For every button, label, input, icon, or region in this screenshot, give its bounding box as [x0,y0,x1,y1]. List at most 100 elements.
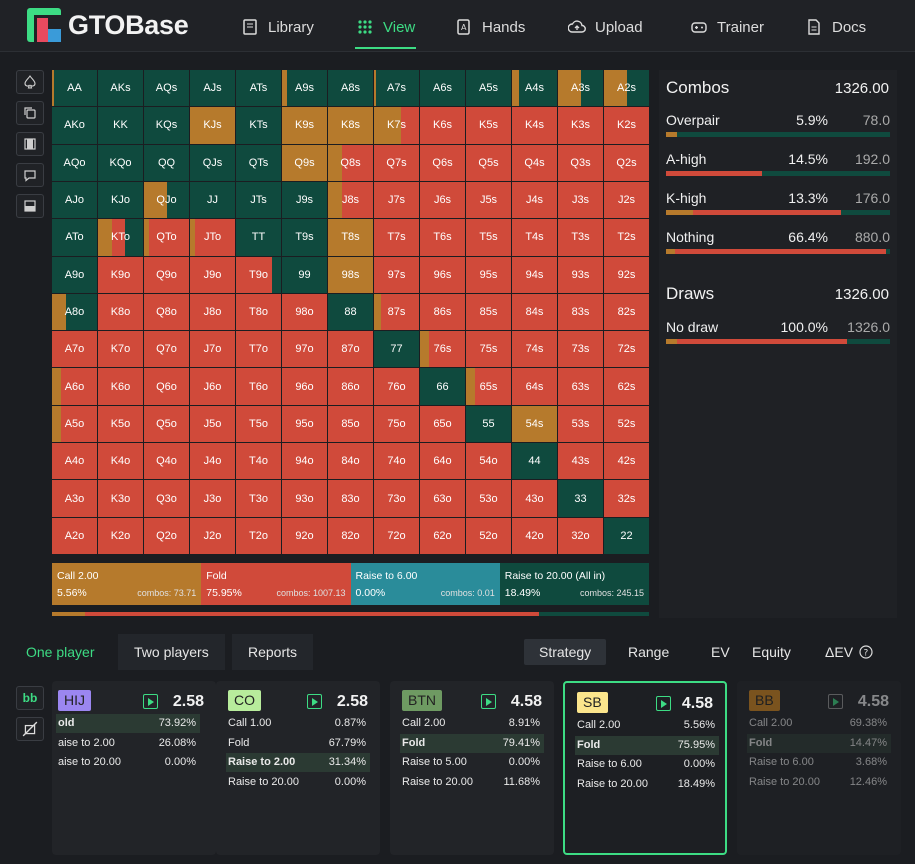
category-row[interactable]: K-high 13.3% 176.0 [666,190,890,220]
action-row[interactable]: Raise to 20.00 0.00% [226,773,370,792]
hand-cell-K8o[interactable]: K8o [98,293,143,331]
hand-cell-76o[interactable]: 76o [374,368,419,405]
hand-cell-K8s[interactable]: K8s [328,107,373,144]
hand-cell-J7o[interactable]: J7o [190,331,235,368]
hand-cell-QJo[interactable]: QJo [144,181,189,219]
hand-cell-43s[interactable]: 43s [558,443,603,480]
hand-cell-Q7s[interactable]: Q7s [374,144,419,181]
hand-cell-85s[interactable]: 85s [466,293,511,331]
hand-cell-75o[interactable]: 75o [374,405,419,443]
hand-cell-72s[interactable]: 72s [604,331,649,368]
hand-cell-J8s[interactable]: J8s [328,181,373,219]
hand-cell-77[interactable]: 77 [374,331,419,368]
nav-trainer[interactable]: Trainer [690,15,764,39]
hand-cell-J7s[interactable]: J7s [374,181,419,219]
hand-cell-TT[interactable]: TT [236,219,281,256]
hand-cell-T7o[interactable]: T7o [236,331,281,368]
action-row[interactable]: Fold 14.47% [747,733,891,753]
action-row[interactable]: aise to 2.00 26.08% [56,734,200,753]
compare-button[interactable] [16,132,44,156]
action-row[interactable]: Call 2.00 69.38% [747,714,891,733]
hand-cell-Q4s[interactable]: Q4s [512,144,557,181]
hand-cell-J9s[interactable]: J9s [282,181,327,219]
hand-cell-Q3s[interactable]: Q3s [558,144,603,181]
hand-cell-A3s[interactable]: A3s [558,70,603,107]
hand-cell-66[interactable]: 66 [420,368,465,405]
hand-cell-92o[interactable]: 92o [282,517,327,554]
hand-cell-32o[interactable]: 32o [558,517,603,554]
hand-cell-ATs[interactable]: ATs [236,70,281,107]
player-card-co[interactable]: CO 2.58 Call 1.00 0.87% Fold 67.79% Raise to 2… [216,681,380,855]
hand-cell-94s[interactable]: 94s [512,256,557,293]
hand-cell-A2s[interactable]: A2s [604,70,649,107]
hand-cell-K5o[interactable]: K5o [98,405,143,443]
hand-cell-K7s[interactable]: K7s [374,107,419,144]
nav-docs[interactable]: Docs [805,15,866,39]
hand-cell-J6s[interactable]: J6s [420,181,465,219]
action-row[interactable]: Fold 75.95% [575,735,719,755]
nav-view[interactable]: View [356,15,415,39]
hand-cell-T6o[interactable]: T6o [236,368,281,405]
hand-cell-Q9s[interactable]: Q9s [282,144,327,181]
hand-cell-JTo[interactable]: JTo [190,219,235,256]
hand-cell-J4o[interactable]: J4o [190,443,235,480]
hand-cell-KTs[interactable]: KTs [236,107,281,144]
hand-cell-85o[interactable]: 85o [328,405,373,443]
category-row[interactable]: Nothing 66.4% 880.0 [666,229,890,259]
hand-cell-J5o[interactable]: J5o [190,405,235,443]
hand-cell-97o[interactable]: 97o [282,331,327,368]
hand-cell-42o[interactable]: 42o [512,517,557,554]
hand-cell-52o[interactable]: 52o [466,517,511,554]
hand-cell-Q6o[interactable]: Q6o [144,368,189,405]
action-row[interactable]: Call 2.00 8.91% [400,714,544,733]
action-row[interactable]: old 73.92% [56,714,200,733]
bb-units-button[interactable]: bb [16,686,44,710]
hand-cell-Q3o[interactable]: Q3o [144,480,189,517]
play-icon[interactable] [143,694,158,709]
hand-cell-95s[interactable]: 95s [466,256,511,293]
action-row[interactable]: Raise to 20.00 18.49% [575,775,719,794]
hand-cell-63o[interactable]: 63o [420,480,465,517]
hand-cell-Q2s[interactable]: Q2s [604,144,649,181]
play-icon[interactable] [656,696,671,711]
hand-cell-QQ[interactable]: QQ [144,144,189,181]
action-row[interactable]: Raise to 20.00 12.46% [747,773,891,792]
suit-filter-button[interactable] [16,70,44,94]
hand-cell-T9o[interactable]: T9o [236,256,281,293]
play-icon[interactable] [481,694,496,709]
hand-cell-Q9o[interactable]: Q9o [144,256,189,293]
hand-cell-KQs[interactable]: KQs [144,107,189,144]
legend-item[interactable]: Raise to 20.00 (All in) 18.49% combos: 245… [499,563,649,605]
action-row[interactable]: aise to 20.00 0.00% [56,753,200,772]
hand-cell-96s[interactable]: 96s [420,256,465,293]
hand-cell-T4o[interactable]: T4o [236,443,281,480]
hand-cell-A6s[interactable]: A6s [420,70,465,107]
hand-cell-J2s[interactable]: J2s [604,181,649,219]
hand-cell-82s[interactable]: 82s [604,293,649,331]
hand-cell-92s[interactable]: 92s [604,256,649,293]
action-row[interactable]: Raise to 5.00 0.00% [400,753,544,772]
hand-cell-A2o[interactable]: A2o [52,517,97,554]
hand-cell-J4s[interactable]: J4s [512,181,557,219]
category-row[interactable]: Overpair 5.9% 78.0 [666,112,890,142]
hand-cell-A5o[interactable]: A5o [52,405,97,443]
copy-button[interactable] [16,101,44,125]
hand-cell-83o[interactable]: 83o [328,480,373,517]
hand-cell-64o[interactable]: 64o [420,443,465,480]
hand-cell-Q5s[interactable]: Q5s [466,144,511,181]
hand-cell-44[interactable]: 44 [512,443,557,480]
hand-cell-63s[interactable]: 63s [558,368,603,405]
hand-cell-J3s[interactable]: J3s [558,181,603,219]
hand-cell-AQs[interactable]: AQs [144,70,189,107]
hand-cell-73o[interactable]: 73o [374,480,419,517]
hand-cell-43o[interactable]: 43o [512,480,557,517]
comment-button[interactable] [16,163,44,187]
hand-cell-75s[interactable]: 75s [466,331,511,368]
hand-cell-K7o[interactable]: K7o [98,331,143,368]
nav-library[interactable]: Library [241,15,314,39]
hand-cell-AJs[interactable]: AJs [190,70,235,107]
action-row[interactable]: Raise to 6.00 0.00% [575,755,719,774]
category-row[interactable]: No draw 100.0% 1326.0 [666,319,890,349]
player-card-bb[interactable]: BB 4.58 Call 2.00 69.38% Fold 14.47% Raise to … [737,681,901,855]
legend-item[interactable]: Raise to 6.00 0.00% combos: 0.01 [350,563,500,605]
